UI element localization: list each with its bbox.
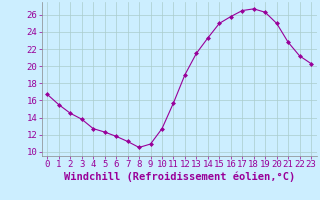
X-axis label: Windchill (Refroidissement éolien,°C): Windchill (Refroidissement éolien,°C) [64, 172, 295, 182]
